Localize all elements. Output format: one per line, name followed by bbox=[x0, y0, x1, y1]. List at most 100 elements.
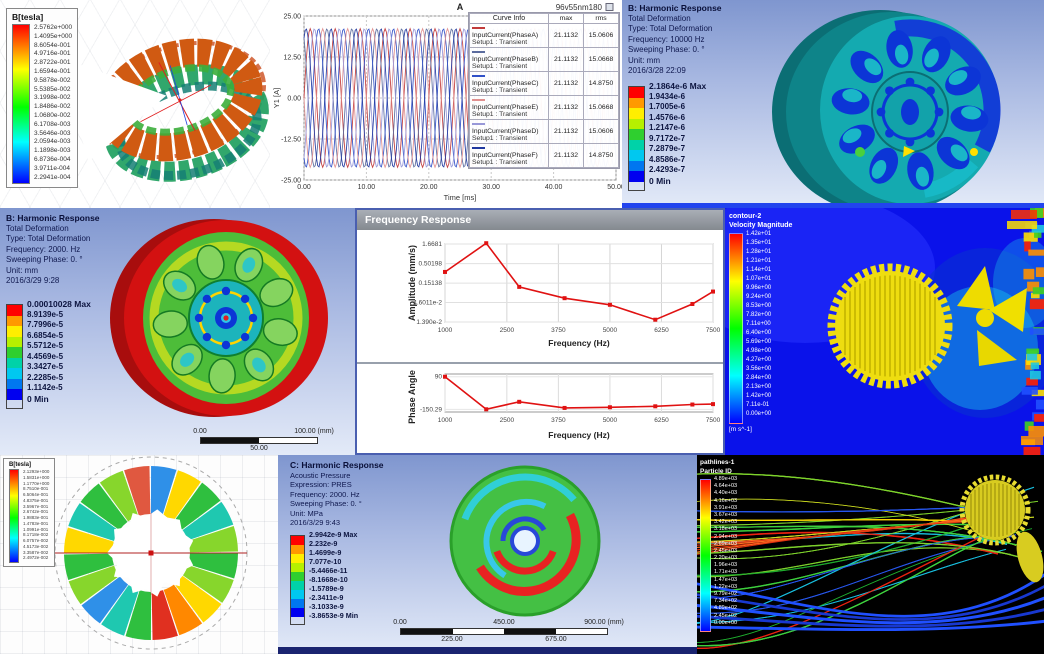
colorbar-value: 3.1998e-002 bbox=[34, 94, 71, 102]
cfd-field bbox=[725, 208, 1044, 455]
ruler-label: 450.00 bbox=[493, 619, 515, 626]
chart-text: 12.50 bbox=[283, 55, 301, 62]
colorbar-value: -5.4466e-11 bbox=[309, 566, 348, 575]
colorbar-value: 8.6054e-001 bbox=[34, 41, 71, 49]
chart-text: Frequency (Hz) bbox=[548, 430, 610, 440]
curve-color-swatch bbox=[472, 50, 485, 53]
colorbar-value: 3.5646e-003 bbox=[34, 129, 71, 137]
gear bbox=[827, 263, 953, 389]
frequency-response-window: Frequency Response 1000 2500 3750 5000 6250 7… bbox=[355, 208, 725, 455]
ruler-label: 900.00 (mm) bbox=[584, 619, 624, 626]
teal-wheel bbox=[772, 10, 1001, 208]
colorbar-value: 3.5967e-001 bbox=[23, 503, 49, 509]
colorbar-value: 1.9883e-001 bbox=[23, 515, 49, 520]
colorbar bbox=[6, 304, 23, 409]
colorbar-value: 1.2147e-6 bbox=[649, 123, 686, 132]
velocity-colorbar-legend: contour-2 Velocity Magnitude 1.42e+01 1.3… bbox=[729, 212, 792, 433]
colorbar-value: 4.64e+03 bbox=[714, 483, 738, 490]
ruler-label: 675.00 bbox=[545, 636, 567, 643]
ruler-bar bbox=[400, 628, 608, 635]
colorbar-value: 9.5878e-002 bbox=[34, 76, 71, 84]
colorbar-value: 3.91e+03 bbox=[714, 504, 738, 511]
data-marker bbox=[562, 296, 567, 301]
colorbar-value: 2.5762e+000 bbox=[34, 24, 73, 31]
colorbar-value: 2.2285e-5 bbox=[27, 372, 64, 382]
data-marker bbox=[517, 284, 522, 289]
colorbar-value: 9.96e+00 bbox=[746, 285, 772, 291]
annotation-line: Frequency: 2000. Hz bbox=[290, 489, 360, 499]
flux-colorbar-legend: B[tesla] 2.5762e+000 1.4095e+000 8.6054e-0… bbox=[6, 8, 79, 188]
chart-text: A bbox=[457, 2, 464, 12]
colorbar-value: 2.8722e-001 bbox=[34, 59, 71, 67]
window-body: 1000 2500 3750 5000 6250 7500 1.6681 0.50198 0.1… bbox=[357, 230, 723, 453]
phase-line bbox=[444, 376, 714, 411]
data-marker bbox=[484, 407, 489, 412]
particle-colorbar-values: 4.89e+03 4.64e+03 4.40e+03 4.16e+03 3.91e+03… bbox=[714, 476, 737, 629]
window-titlebar[interactable]: Frequency Response bbox=[357, 210, 723, 230]
colorbar-value: -3.8653e-9 Min bbox=[309, 611, 359, 620]
data-marker bbox=[653, 404, 658, 409]
data-marker bbox=[443, 269, 447, 274]
turbulence-patches bbox=[1007, 208, 1044, 455]
colorbar-value: 1.21e+01 bbox=[746, 258, 772, 264]
colorbar-value: 5.5712e-5 bbox=[27, 341, 64, 350]
chart-text: 1000 bbox=[438, 327, 453, 334]
data-marker bbox=[607, 405, 612, 410]
flux-colorbar-legend: B[tesla] 2.1293e+000 1.5831e+000 1.1770e+0… bbox=[3, 458, 56, 567]
annotation-line: C: Harmonic Response bbox=[290, 460, 384, 470]
annotation-line: Total Deformation bbox=[628, 13, 691, 23]
teal-wheel-render bbox=[772, 10, 1001, 208]
chart-text: 2500 bbox=[500, 327, 515, 334]
colorbar-value: 6.0757e-002 bbox=[23, 538, 49, 543]
fan-blades bbox=[957, 266, 1027, 366]
colorbar-value: 4.98e+00 bbox=[746, 348, 772, 354]
chart-text: 1.390e-2 bbox=[416, 319, 442, 326]
colorbar-value: 3.56e+00 bbox=[746, 366, 772, 372]
chart-text: 96v55nm180 bbox=[556, 3, 603, 12]
scale-ruler: 0.00 450.00 900.00 (mm) 225.00 675.00 bbox=[393, 619, 624, 647]
ruler-label: 100.00 (mm) bbox=[294, 428, 334, 435]
chart-text: 30.00 bbox=[482, 184, 500, 191]
annotation-line: Unit: mm bbox=[628, 55, 660, 65]
window-icon[interactable] bbox=[605, 3, 614, 11]
colorbar-value: 1.8486e-002 bbox=[34, 103, 71, 111]
curve-color-swatch bbox=[472, 98, 485, 101]
colorbar-value: 2.84e+00 bbox=[746, 375, 772, 381]
colorbar-value: 2.69e+03 bbox=[714, 540, 738, 547]
legend-row: InputCurrent(PhaseA) Setup1 : Transient 21… bbox=[469, 23, 619, 48]
colorbar-value: 1.4783e-001 bbox=[23, 520, 49, 526]
result-annotation: B: Harmonic Response Total Deformation Typ… bbox=[6, 213, 100, 287]
colorbar-value: -8.1668e-10 bbox=[309, 575, 348, 584]
colorbar-value: 0 Min bbox=[649, 175, 671, 186]
window-edge-strip bbox=[622, 203, 1044, 208]
colorbar-value: 1.1898e-003 bbox=[34, 147, 71, 155]
pathlines-render bbox=[697, 473, 1044, 649]
result-annotation: B: Harmonic Response Total Deformation Typ… bbox=[628, 3, 722, 77]
legend-row: InputCurrent(PhaseD) Setup1 : Transient 21… bbox=[469, 119, 619, 144]
colorbar-value: 7.82e+00 bbox=[746, 312, 772, 318]
chart-text: -150.29 bbox=[420, 406, 442, 413]
result-annotation: C: Harmonic Response Acoustic Pressure Exp… bbox=[290, 460, 384, 528]
colorbar-value: 2.2941e-004 bbox=[34, 173, 71, 181]
chart-text: 7500 bbox=[706, 417, 721, 424]
legend-header: rms bbox=[583, 13, 619, 24]
flux-colorbar-values: 2.5762e+000 1.4095e+000 8.6054e-001 4.9716e… bbox=[34, 24, 72, 184]
colorbar-value: 2.232e-9 bbox=[309, 539, 338, 548]
colorbar-value: -3.1033e-9 bbox=[309, 602, 344, 611]
colorbar-value: 6.5064e-001 bbox=[23, 492, 49, 497]
pressure-colorbar: 2.9942e-9 Max 2.232e-9 1.4699e-9 7.077e-10-… bbox=[290, 530, 359, 625]
chart-text: 3750 bbox=[551, 327, 566, 334]
particle-colorbar-legend: pathlines-1 Particle ID 4.89e+03 4.64e+03… bbox=[700, 459, 737, 632]
colorbar-value: 4.9716e-001 bbox=[34, 50, 71, 58]
colorbar-value: 4.4569e-5 bbox=[27, 351, 64, 361]
colorbar-value: 2.13e+00 bbox=[746, 384, 772, 390]
data-marker bbox=[690, 402, 695, 407]
colorbar-value: 3.9711e-004 bbox=[34, 164, 71, 172]
legend-row: InputCurrent(PhaseB) Setup1 : Transient 21… bbox=[469, 47, 619, 72]
colorbar-value: 6.8736e-004 bbox=[34, 155, 71, 163]
chart-text: 7500 bbox=[706, 327, 721, 334]
streamlines bbox=[697, 473, 1044, 649]
panel-harmonic-2000hz: B: Harmonic Response Total Deformation Typ… bbox=[0, 208, 355, 455]
colorbar-value: 2.45e+02 bbox=[714, 612, 738, 619]
